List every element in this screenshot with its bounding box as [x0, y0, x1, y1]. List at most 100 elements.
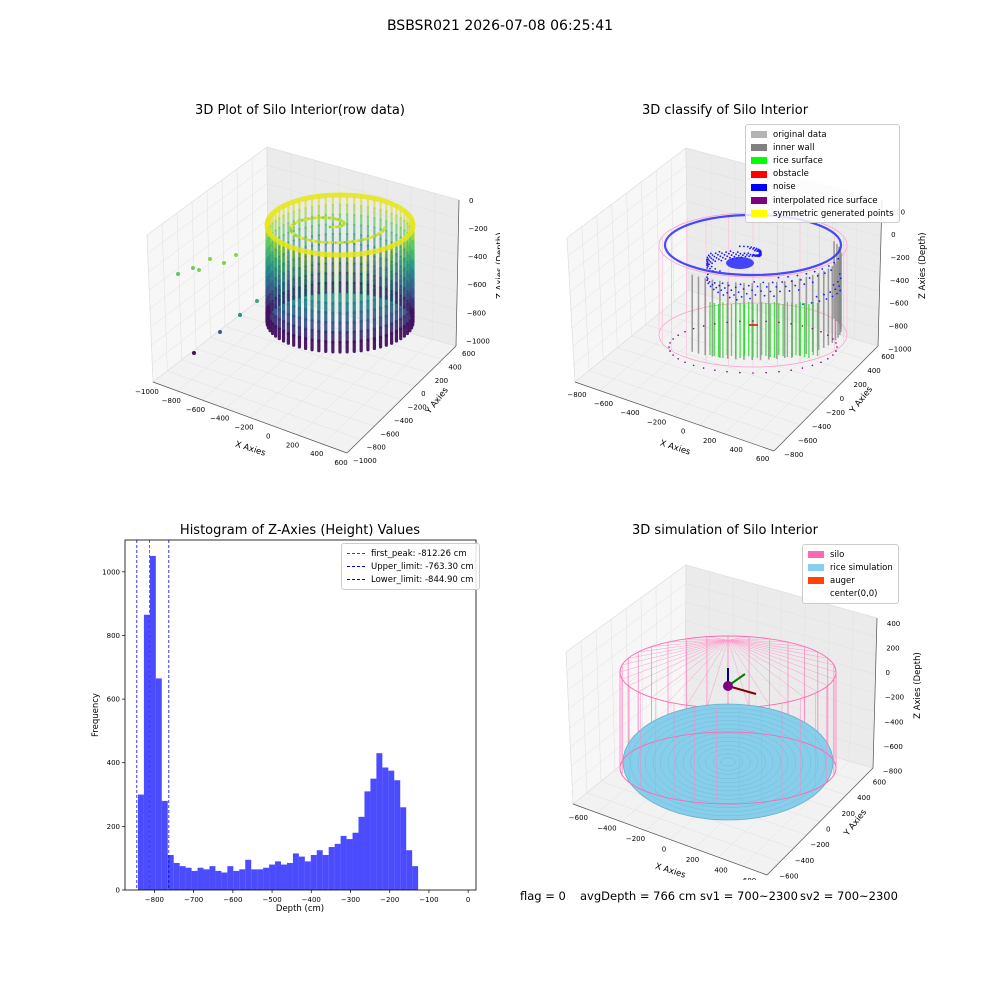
scatter-point	[344, 240, 348, 244]
z-tick-label: −1000	[466, 337, 490, 345]
legend-item-noise: noise	[751, 181, 894, 194]
interpolated-point	[827, 358, 829, 360]
x-tick-label: 0	[681, 428, 685, 436]
noise-point	[719, 270, 721, 272]
noise-point	[714, 252, 717, 255]
noise-point	[759, 252, 762, 255]
histogram-bar	[239, 869, 246, 890]
silo-roof-line	[727, 639, 818, 693]
z-axis-label: Z Axies (Depth)	[496, 232, 500, 299]
grid-line	[251, 157, 254, 305]
noise-point	[711, 283, 714, 286]
scatter-point	[369, 236, 373, 239]
noise-point	[723, 287, 726, 289]
x-tick-label: −400	[620, 409, 639, 417]
noise-point	[722, 294, 725, 296]
outlier-point	[191, 266, 195, 270]
grid-line	[748, 338, 855, 443]
noise-point	[832, 284, 835, 286]
histogram-bar	[364, 791, 371, 890]
interpolated-point	[835, 342, 837, 344]
z-axis-label: Z Axies (Depth)	[913, 652, 923, 719]
legend-item-upper-limit: Upper_limit: -763.30 cm	[347, 560, 474, 573]
scatter-point	[381, 229, 384, 233]
scatter-point	[312, 239, 316, 243]
noise-point	[719, 255, 722, 258]
chart-title-histogram: Histogram of Z-Axies (Height) Values	[179, 523, 421, 538]
silo-roof-line	[706, 636, 729, 641]
scatter-point	[360, 238, 364, 242]
chart-title-raw: 3D Plot of Silo Interior(row data)	[195, 103, 405, 118]
interpolated-point	[811, 327, 814, 330]
noise-point	[821, 268, 824, 270]
x-tick-label: −300	[341, 896, 360, 904]
grid-line	[224, 326, 416, 387]
y-tick-label: 600	[462, 350, 475, 358]
x-tick-label: −800	[567, 391, 586, 399]
histogram-bar	[388, 770, 395, 890]
grid-line	[569, 638, 686, 729]
noise-point	[831, 295, 834, 298]
noise-point	[747, 252, 750, 255]
x-tick-label: 400	[714, 866, 727, 874]
histogram-bar	[185, 867, 192, 890]
scatter-point	[321, 216, 325, 220]
grid-line	[569, 201, 687, 293]
y-tick-label: −1000	[353, 457, 377, 465]
status-sv1: sv1 = 700~2300	[700, 889, 798, 903]
noise-point	[752, 253, 755, 256]
histogram-bar	[173, 862, 180, 890]
noise-point	[711, 262, 713, 265]
y-tick-label: −400	[795, 857, 814, 865]
silo-roof-line	[628, 639, 729, 687]
y-tick-label: 600	[873, 778, 886, 786]
noise-point	[706, 273, 709, 276]
histogram-bar	[310, 855, 317, 890]
z-tick-label: 0	[891, 231, 895, 239]
grid-line	[685, 601, 877, 656]
z-tick-label: 0	[886, 669, 890, 677]
noise-point	[715, 286, 718, 289]
scatter-point	[300, 218, 304, 222]
legend-line	[347, 579, 365, 581]
legend-swatch	[751, 210, 767, 218]
x-tick-label: −200	[234, 424, 253, 432]
scatter-point	[364, 237, 368, 241]
legend-histogram: first_peak: -812.26 cm Upper_limit: -763…	[341, 543, 480, 590]
legend-item-original-data: original data	[751, 128, 894, 141]
interpolated-point	[714, 369, 716, 371]
scatter-point	[382, 227, 386, 231]
silo-roof-line	[638, 639, 729, 693]
rice-mesh-ring	[682, 736, 774, 788]
noise-point	[813, 270, 816, 273]
z-axis-line	[872, 617, 878, 769]
noise-point	[733, 255, 736, 258]
legend-item-rice-simulation: rice simulation	[808, 561, 893, 574]
interpolated-point	[672, 338, 674, 340]
interpolated-point	[726, 321, 728, 324]
noise-point	[708, 263, 710, 266]
grid-line	[322, 339, 433, 445]
legend-item-center: center(0,0)	[808, 588, 893, 601]
scatter-point	[290, 224, 293, 228]
y-axis-label: Y Axies	[848, 384, 876, 416]
scatter-point	[297, 235, 301, 239]
x-tick-label: 200	[686, 856, 699, 864]
chart-title-classify: 3D classify of Silo Interior	[641, 103, 809, 118]
grid-line	[568, 183, 687, 275]
x-tick-label: 600	[743, 877, 756, 880]
noise-point	[720, 259, 723, 262]
histogram-bar	[245, 859, 252, 890]
z-tick-label: −800	[883, 767, 902, 775]
noise-point	[706, 278, 709, 280]
y-tick-label: −600	[380, 430, 399, 438]
noise-point	[752, 248, 755, 250]
scatter-point	[338, 241, 342, 244]
scatter-point	[355, 239, 358, 243]
noise-point	[790, 280, 793, 283]
noise-point	[727, 252, 730, 255]
silo-roof-line	[727, 639, 789, 703]
noise-point	[712, 288, 715, 291]
noise-point	[757, 248, 760, 251]
grid-line	[432, 193, 436, 340]
